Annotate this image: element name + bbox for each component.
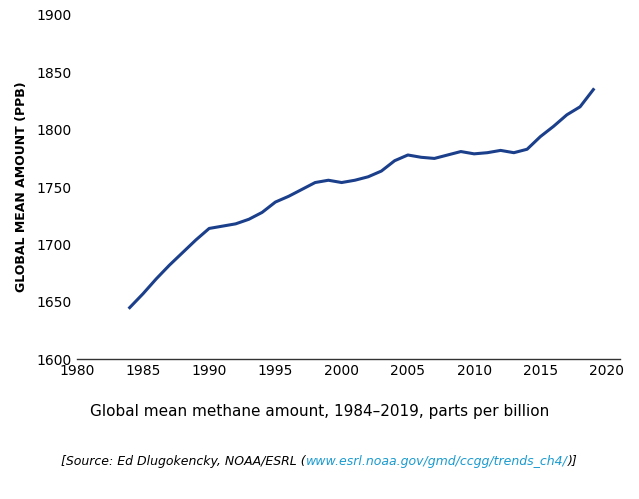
Text: Global mean methane amount, 1984–2019, parts per billion: Global mean methane amount, 1984–2019, p… bbox=[90, 404, 549, 419]
Text: www.esrl.noaa.gov/gmd/ccgg/trends_ch4/: www.esrl.noaa.gov/gmd/ccgg/trends_ch4/ bbox=[306, 455, 568, 468]
Y-axis label: GLOBAL MEAN AMOUNT (PPB): GLOBAL MEAN AMOUNT (PPB) bbox=[15, 82, 28, 292]
Text: )]: )] bbox=[568, 455, 578, 468]
Text: [Source: Ed Dlugokencky, NOAA/ESRL (: [Source: Ed Dlugokencky, NOAA/ESRL ( bbox=[61, 455, 306, 468]
